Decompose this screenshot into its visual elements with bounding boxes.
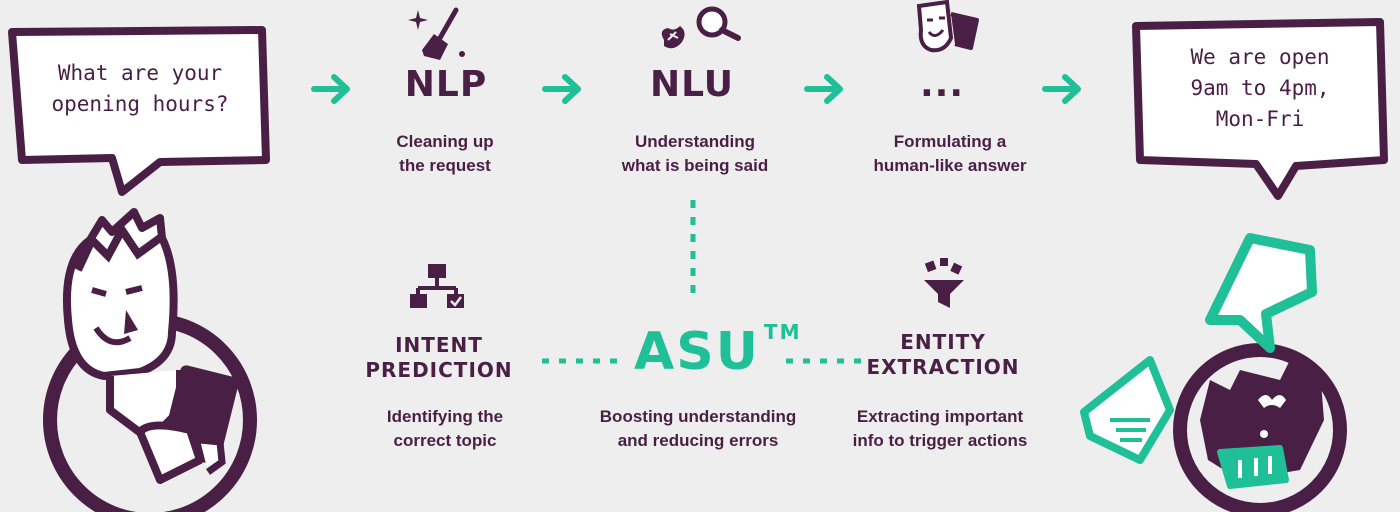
entity-extraction-desc: Extracting important info to trigger acti… [852,407,1028,450]
stage-desc-nlu: Understanding what is being said [621,132,769,175]
sitemap-icon [410,264,464,308]
stage-title-nlu: NLU [649,64,735,105]
asu-desc: Boosting understanding and reducing error… [599,407,797,450]
user-character-illustration [43,208,257,512]
user-speech-bubble [8,26,270,196]
user-question: What are your opening hours? [51,61,229,116]
broom-icon [408,7,465,60]
dotted-connector-right [786,358,862,364]
bot-answer: We are open 9am to 4pm, Mon-Fri [1190,45,1330,131]
magnifier-icon [661,6,741,49]
intent-prediction-title: INTENT PREDICTION [365,333,513,382]
funnel-icon [924,258,964,308]
arrow-icon [1042,74,1081,104]
stage-desc-nlp: Cleaning up the request [396,132,494,175]
stage-title-nlp: NLP [404,64,488,105]
dotted-connector-left [542,358,618,364]
arrow-icon [542,74,581,104]
asu-title: ASU TM [634,320,802,382]
bot-speech-bubble [1132,18,1388,200]
arrow-icon [804,74,843,104]
entity-extraction-title: ENTITY EXTRACTION [866,330,1020,379]
masks-icon [916,0,979,53]
bot-character-illustration [1080,233,1347,512]
arrow-icon [311,74,350,104]
dotted-connector-vertical [690,200,696,294]
stage-title-ellipsis: ... [919,64,965,105]
stage-desc-answer: Formulating a human-like answer [873,132,1027,175]
intent-prediction-desc: Identifying the correct topic [386,407,504,450]
